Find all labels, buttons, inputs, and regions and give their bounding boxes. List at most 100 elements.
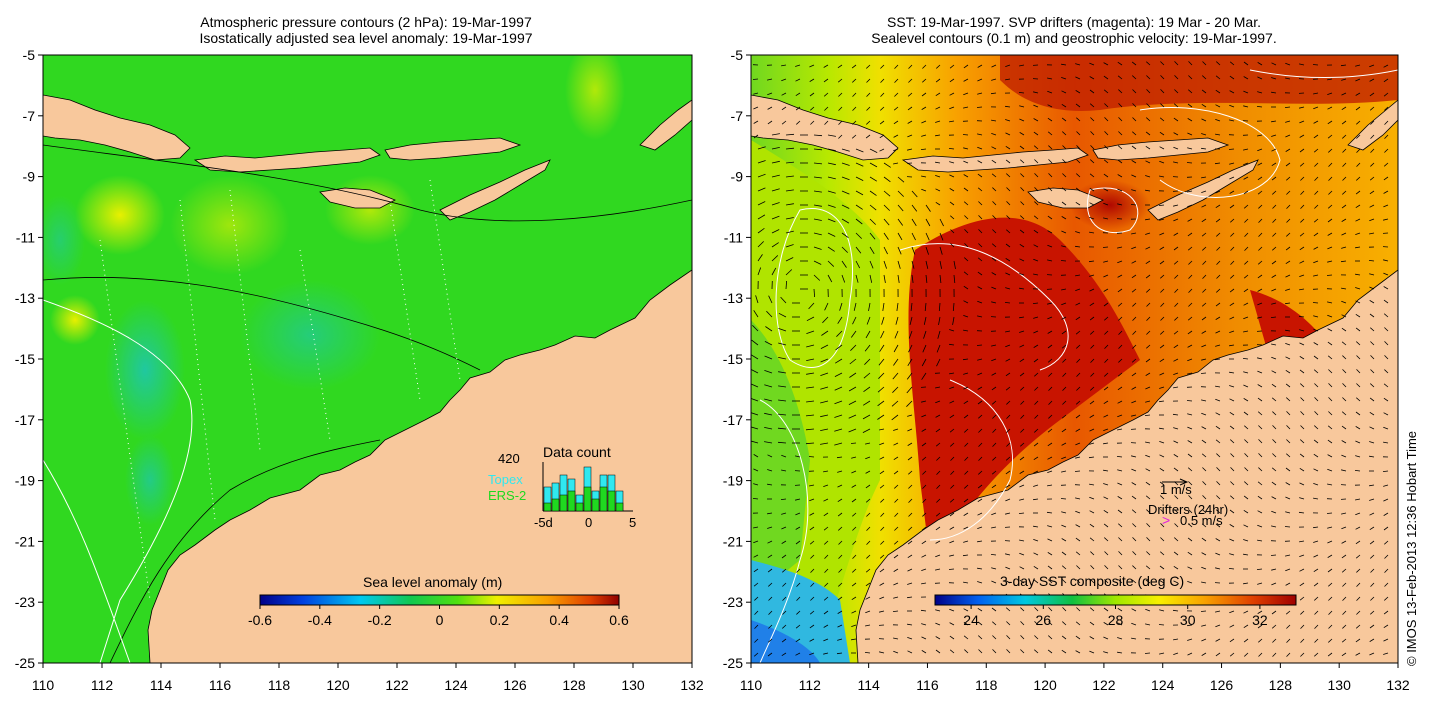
velocity-arrow [1062, 400, 1067, 405]
velocity-arrow [1103, 62, 1109, 66]
velocity-arrow [991, 344, 997, 347]
velocity-arrow [813, 288, 815, 298]
velocity-arrow [878, 372, 885, 379]
velocity-arrow [1243, 61, 1249, 66]
velocity-arrow [751, 354, 759, 360]
velocity-arrow [1384, 568, 1389, 573]
velocity-arrow [1076, 344, 1081, 349]
velocity-arrow [1117, 174, 1123, 178]
pressure-contour [43, 144, 692, 222]
velocity-arrow [1383, 272, 1389, 276]
velocity-arrow [991, 484, 997, 489]
velocity-arrow [1285, 482, 1291, 486]
velocity-arrow [911, 190, 918, 198]
velocity-arrow [925, 232, 930, 241]
colorbar-tick-label: 0 [436, 612, 444, 628]
sealevel-contour [1249, 69, 1398, 78]
velocity-arrow [1145, 260, 1151, 265]
velocity-arrow [907, 540, 913, 545]
velocity-arrow [921, 414, 927, 418]
velocity-arrow [1383, 624, 1389, 629]
topex-label: Topex [488, 472, 523, 487]
velocity-arrow [991, 498, 997, 502]
velocity-arrow [1341, 314, 1347, 318]
velocity-arrow [1201, 232, 1207, 237]
velocity-arrow [897, 218, 904, 226]
velocity-arrow [907, 650, 913, 654]
velocity-arrow [1117, 651, 1123, 654]
velocity-arrow [1327, 78, 1333, 81]
bathymetry-contour [43, 299, 193, 663]
lon-tick-label: 128 [1269, 677, 1293, 693]
velocity-arrow [1159, 117, 1165, 122]
velocity-arrow [1285, 260, 1291, 265]
velocity-arrow [1117, 61, 1123, 66]
velocity-arrow [1355, 287, 1361, 290]
velocity-arrow [764, 370, 773, 374]
velocity-arrow [1216, 453, 1221, 458]
velocity-arrow [1048, 607, 1053, 612]
velocity-arrow [935, 161, 941, 164]
velocity-arrow [1019, 579, 1025, 584]
velocity-arrow [823, 92, 829, 97]
velocity-arrow [1313, 582, 1319, 587]
velocity-arrow [1216, 260, 1221, 265]
velocity-arrow [879, 428, 885, 431]
velocity-arrow [1173, 652, 1179, 655]
velocity-arrow [869, 162, 878, 168]
velocity-arrow [1019, 145, 1025, 150]
australia-landmass [147, 269, 692, 663]
velocity-arrow [823, 624, 829, 628]
velocity-arrow [809, 64, 815, 68]
lon-tick-label: 112 [91, 677, 114, 693]
velocity-arrow [1187, 358, 1193, 362]
velocity-arrow [963, 372, 969, 375]
velocity-arrow [1005, 78, 1011, 81]
velocity-arrow [768, 596, 773, 601]
velocity-arrow [880, 498, 885, 503]
velocity-arrow [1257, 76, 1263, 80]
velocity-arrow [893, 344, 899, 353]
velocity-arrow [852, 568, 857, 573]
lat-tick-label: -25 [15, 655, 35, 671]
velocity-arrow [1215, 176, 1221, 179]
velocity-arrow [1257, 582, 1263, 585]
lon-tick-label: 130 [1328, 677, 1352, 693]
velocity-arrow [1173, 638, 1179, 641]
velocity-arrow [751, 369, 759, 374]
velocity-arrow [883, 232, 889, 240]
velocity-arrow [1048, 414, 1053, 419]
sla-colorbar-label: Sea level anomaly (m) [363, 574, 502, 590]
velocity-arrow [753, 582, 759, 587]
velocity-arrow [963, 315, 969, 318]
velocity-arrow [1005, 498, 1011, 502]
velocity-arrow [1174, 523, 1179, 528]
velocity-arrow [949, 540, 955, 544]
velocity-arrow [977, 540, 983, 543]
velocity-arrow [1131, 160, 1137, 164]
velocity-arrow [753, 540, 759, 544]
velocity-arrow [894, 484, 899, 489]
velocity-arrow [907, 596, 913, 599]
velocity-arrow [897, 176, 905, 183]
velocity-arrow [1202, 495, 1207, 500]
velocity-arrow [1132, 344, 1137, 349]
velocity-arrow [1215, 567, 1221, 570]
velocity-arrow [1369, 484, 1375, 487]
velocity-arrow [1076, 372, 1081, 377]
velocity-arrow [1145, 358, 1151, 363]
velocity-arrow [1341, 232, 1347, 236]
velocity-arrow [1243, 204, 1249, 209]
velocity-arrow [813, 246, 822, 250]
velocity-arrow [1005, 484, 1011, 488]
velocity-arrow [907, 120, 913, 124]
velocity-arrow [964, 649, 969, 654]
velocity-arrow [1160, 316, 1165, 321]
velocity-arrow [964, 442, 969, 447]
velocity-arrow [1131, 579, 1137, 584]
velocity-arrow [1258, 204, 1263, 209]
velocity-arrow [907, 134, 913, 138]
velocity-arrow [1146, 288, 1151, 293]
velocity-arrow [1201, 89, 1207, 94]
velocity-arrow [1229, 302, 1235, 307]
